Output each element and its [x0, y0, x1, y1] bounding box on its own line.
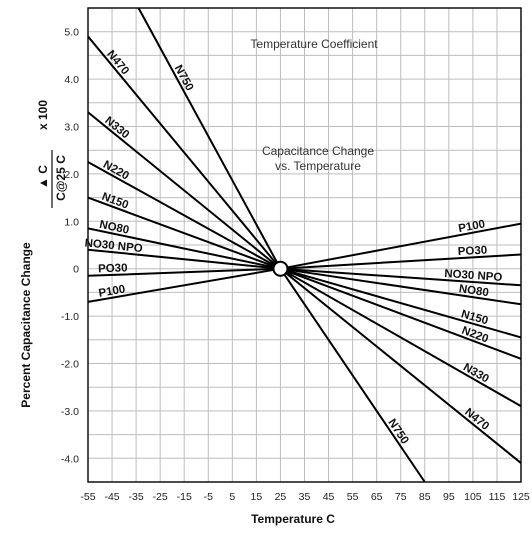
series-label-right: N330	[461, 361, 491, 385]
y-tick-label: -1.0	[61, 311, 79, 323]
series-label-right: N750	[385, 417, 410, 447]
x-tick-label: 55	[347, 491, 359, 503]
grid	[87, 7, 522, 483]
x-tick-label: 45	[323, 491, 335, 503]
x-axis-title: Temperature C	[251, 512, 335, 526]
x-tick-label: 75	[395, 491, 407, 503]
series-label-right: NO80	[458, 283, 489, 299]
y-tick-label: 4.0	[64, 74, 79, 86]
series-label-left: NO30 NPO	[84, 237, 143, 255]
x-tick-label: -25	[153, 491, 168, 503]
y-tick-label: 0	[73, 264, 79, 276]
plot-frame	[87, 7, 522, 483]
origin-marker	[272, 260, 289, 277]
y-tick-label: 5.0	[64, 27, 79, 39]
x-tick-label: 35	[299, 491, 311, 503]
series-label-left: PO30	[98, 262, 128, 275]
y-axis-multiplier: x 100	[36, 100, 50, 130]
x-tick-label: 125	[512, 491, 530, 503]
series-label-left: P100	[98, 283, 127, 299]
y-axis-fraction-denominator: C@25 C	[54, 155, 68, 201]
series-label-left: N750	[172, 63, 196, 93]
y-tick-label: 2.0	[64, 169, 79, 181]
y-axis-title: Percent Capacitance Change	[19, 242, 33, 408]
x-tick-label: 25	[275, 491, 287, 503]
x-tick-label: -35	[129, 491, 144, 503]
series-label-right: NO30 NPO	[444, 268, 503, 284]
y-tick-label: -2.0	[61, 359, 79, 371]
series-label-right: PO30	[457, 244, 487, 258]
x-tick-label: -55	[80, 491, 95, 503]
x-tick-labels: -55 -45 -35 -25 -15 -5 5 15 25 35 45 55 65 75 85 95 105 1…	[80, 491, 530, 503]
x-tick-label: 115	[489, 491, 506, 503]
chart-subtitle-line1: Capacitance Change	[262, 144, 374, 158]
series-label-left: N220	[101, 159, 131, 183]
x-tick-label: -5	[204, 491, 213, 503]
x-tick-label: -45	[104, 491, 119, 503]
x-tick-label: -15	[177, 491, 192, 503]
series-label-right: P100	[457, 218, 486, 235]
x-tick-label: 105	[464, 491, 482, 503]
x-tick-label: 15	[251, 491, 263, 503]
x-tick-label: 65	[371, 491, 383, 503]
x-tick-label: 95	[443, 491, 455, 503]
y-tick-label: -4.0	[61, 453, 79, 465]
y-tick-label: -3.0	[61, 406, 79, 418]
x-tick-label: 5	[229, 491, 235, 503]
y-tick-label: 3.0	[64, 122, 79, 134]
y-tick-labels: 5.0 4.0 3.0 2.0 1.0 0 -1.0 -2.0 -3.0 -4.0	[61, 27, 79, 466]
chart-title: Temperature Coefficient	[250, 37, 378, 51]
x-tick-label: 85	[419, 491, 431, 503]
y-tick-label: 1.0	[64, 216, 79, 228]
chart-subtitle-line2: vs. Temperature	[275, 159, 361, 173]
y-axis-fraction-numerator: ▲ C	[36, 165, 50, 189]
